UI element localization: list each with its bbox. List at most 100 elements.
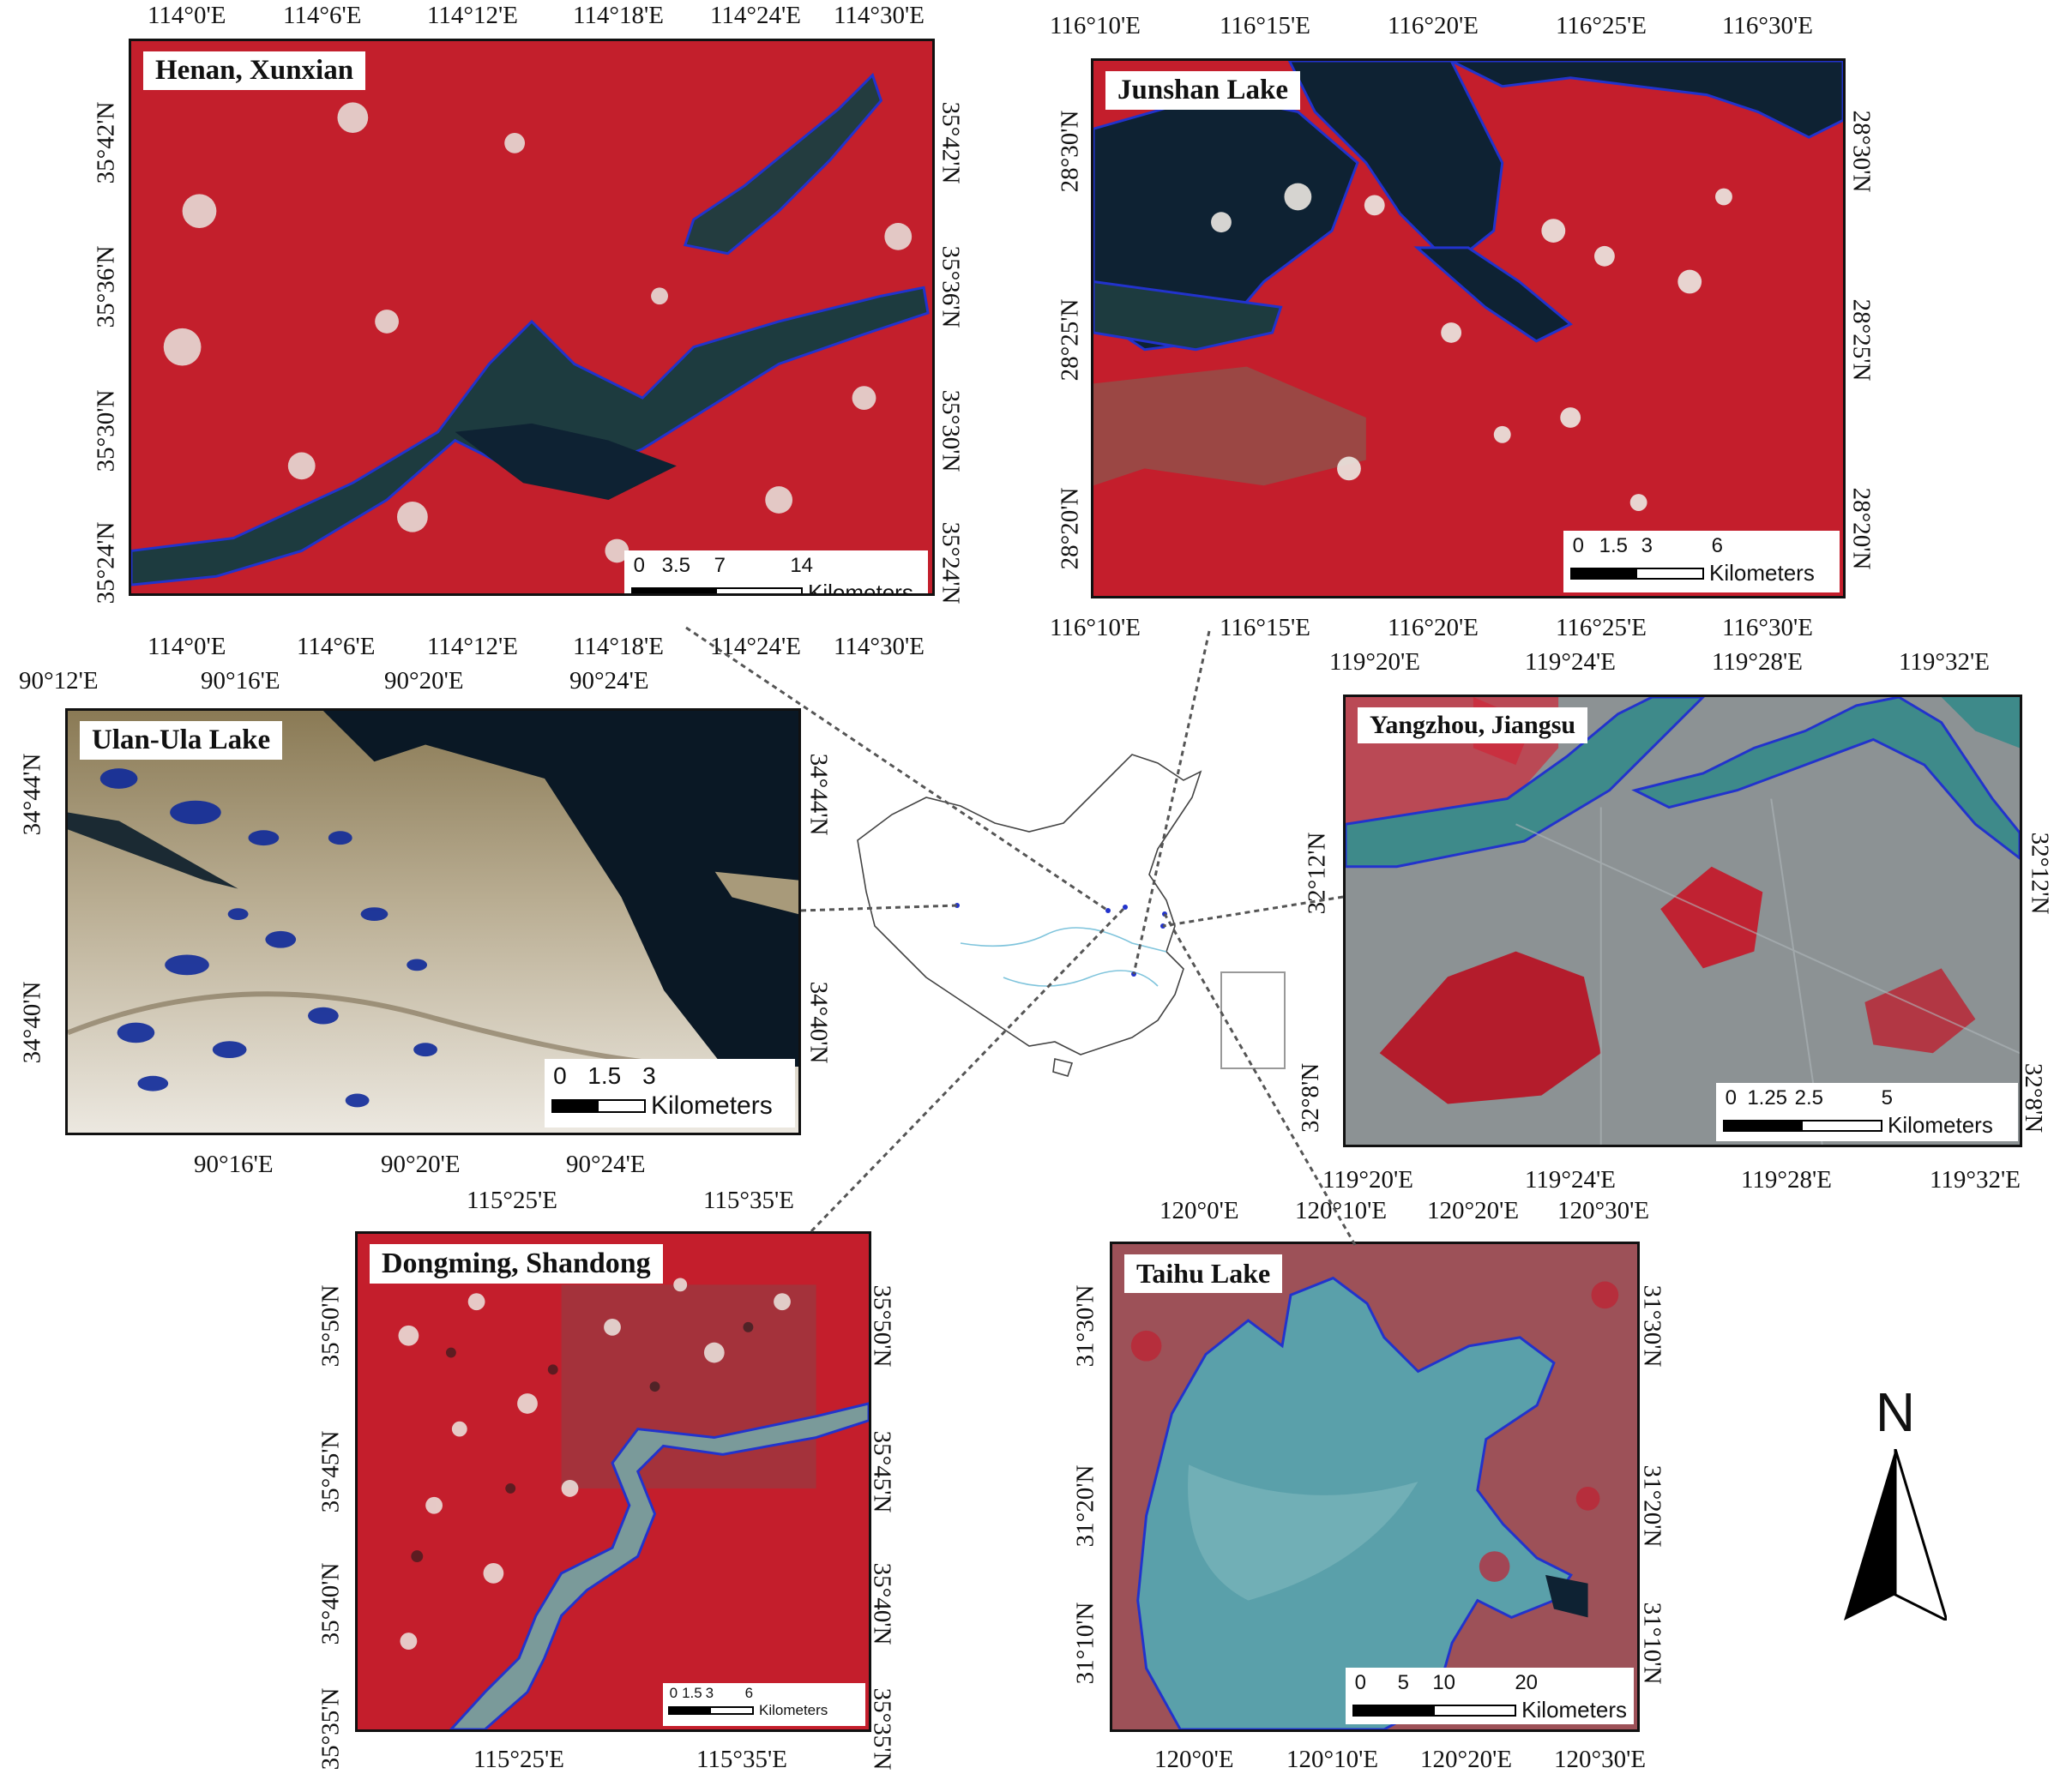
ulan-map-image: Ulan-Ula Lake 0 1.5 3 Kilometers [65,708,801,1135]
tick-left: 28°30'N [1056,110,1084,193]
tick-bottom: 116°10'E [1050,614,1141,641]
tick-bottom: 114°24'E [710,633,801,660]
tick-right: 31°20'N [1638,1464,1666,1548]
tick-right: 34°44'N [804,753,833,836]
tick-left: 35°45'N [316,1430,345,1513]
tick-right: 35°24'N [937,521,965,604]
scale-unit: Kilometers [651,1091,773,1120]
scale-label: 7 [714,554,726,577]
tick-top: 119°28'E [1712,648,1803,676]
scale-label: 3.5 [661,554,691,577]
panel-title: Taihu Lake [1124,1254,1283,1293]
tick-top: 116°15'E [1220,12,1310,39]
tick-bottom: 116°15'E [1220,614,1310,641]
scale-label: 1.5 [587,1062,622,1089]
tick-bottom: 114°30'E [834,633,925,660]
scale-label: 0 [633,554,646,577]
tick-top: 114°12'E [427,2,518,29]
tick-right: 28°20'N [1847,487,1876,570]
scale-label: 5 [1881,1086,1894,1109]
tick-bottom: 120°20'E [1420,1746,1513,1773]
scale-label: 0 [1725,1086,1738,1109]
north-arrow: N [1835,1380,1955,1621]
scale-label: 0 [1572,534,1585,557]
tick-left: 31°10'N [1071,1602,1099,1685]
scale-label: 6 [744,1685,754,1701]
tick-bottom: 114°0'E [148,633,226,660]
scale-label: 1.5 [1599,534,1629,557]
tick-top: 90°12'E [19,667,99,695]
tick-bottom: 120°0'E [1154,1746,1234,1773]
tick-top: 116°25'E [1556,12,1647,39]
tick-left: 34°44'N [18,753,46,836]
tick-right: 28°30'N [1847,110,1876,193]
tick-left: 35°24'N [92,521,120,604]
scale-unit: Kilometers [1521,1697,1627,1723]
tick-left: 28°25'N [1056,298,1084,382]
tick-right: 32°12'N [2026,832,2054,915]
scale-label: 20 [1515,1671,1539,1694]
tick-left: 28°20'N [1056,487,1084,570]
tick-bottom: 114°6'E [297,633,376,660]
tick-right: 35°42'N [937,101,965,184]
tick-right: 31°10'N [1638,1602,1666,1685]
tick-left: 35°30'N [92,389,120,472]
tick-bottom: 120°30'E [1554,1746,1647,1773]
tick-top: 120°20'E [1427,1197,1520,1224]
tick-top: 119°32'E [1899,648,1990,676]
tick-right: 35°40'N [868,1562,896,1645]
tick-top: 90°20'E [384,667,464,695]
scale-bar: 0 3.5 7 14 Kilometers [624,550,928,593]
tick-right: 35°50'N [868,1284,896,1368]
tick-right: 28°25'N [1847,298,1876,382]
scale-label: 6 [1711,534,1724,557]
scale-bar: 0 1.5 3 6 Kilometers [663,1683,865,1726]
scale-bar: 0 1.25 2.5 5 Kilometers [1716,1083,2018,1141]
panel-title: Dongming, Shandong [370,1244,663,1284]
tick-bottom: 120°10'E [1286,1746,1379,1773]
tick-left: 32°12'N [1303,832,1331,915]
study-site-markers [955,903,1167,977]
tick-right: 34°40'N [804,981,833,1064]
tick-top: 120°30'E [1557,1197,1650,1224]
tick-top: 114°0'E [148,2,226,29]
scale-label: 3 [1641,534,1653,557]
tick-bottom: 116°30'E [1722,614,1813,641]
tick-right: 31°30'N [1638,1284,1666,1368]
panel-title: Yangzhou, Jiangsu [1358,707,1588,743]
tick-bottom: 90°24'E [566,1151,646,1178]
scale-unit: Kilometers [759,1702,828,1718]
taihu-map-image: Taihu Lake 0 5 10 20 Kilometers [1110,1242,1640,1732]
china-outline [857,754,1202,1077]
tick-top: 116°30'E [1722,12,1813,39]
henan-map-image: Henan, Xunxian 0 3.5 7 14 Kilometers [129,39,935,596]
tick-right: 35°35'N [868,1687,896,1771]
panel-title: Henan, Xunxian [143,51,366,90]
tick-bottom: 119°28'E [1741,1166,1832,1194]
tick-top: 90°16'E [201,667,280,695]
scale-label: 5 [1397,1671,1410,1694]
scale-label: 3 [705,1685,714,1701]
tick-bottom: 90°20'E [381,1151,461,1178]
scale-label: 2.5 [1794,1086,1824,1109]
tick-top: 90°24'E [569,667,649,695]
china-rivers [960,927,1167,987]
tick-top: 114°18'E [573,2,664,29]
north-label: N [1875,1381,1916,1443]
scale-bar: 0 1.5 3 6 Kilometers [1563,531,1840,592]
tick-left: 35°42'N [92,101,120,184]
tick-top: 116°20'E [1388,12,1479,39]
scale-label: 14 [790,554,814,577]
tick-bottom: 115°25'E [473,1746,564,1773]
scale-bar: 0 1.5 3 Kilometers [545,1059,795,1128]
tick-left: 35°50'N [316,1284,345,1368]
tick-right: 35°36'N [937,245,965,328]
tick-left: 35°35'N [316,1687,345,1771]
tick-top: 115°25'E [467,1187,557,1214]
tick-bottom: 114°18'E [573,633,664,660]
tick-right: 35°45'N [868,1430,896,1513]
junshan-map-image: Junshan Lake 0 1.5 3 6 Kilometers [1091,58,1846,598]
south-china-sea-inset [1220,971,1286,1069]
tick-top: 116°10'E [1050,12,1141,39]
tick-left: 31°20'N [1071,1464,1099,1548]
